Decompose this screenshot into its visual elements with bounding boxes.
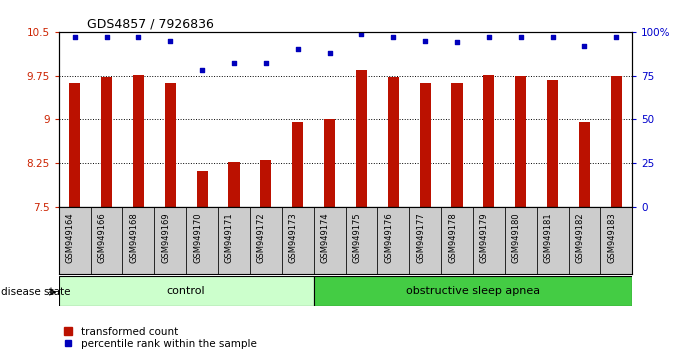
Text: GSM949175: GSM949175 [352, 212, 361, 263]
Bar [451, 83, 462, 207]
Text: GSM949173: GSM949173 [289, 212, 298, 263]
Text: GSM949174: GSM949174 [321, 212, 330, 263]
Point [261, 61, 272, 66]
Bar [409, 207, 441, 274]
Point [356, 31, 367, 36]
Bar [59, 207, 91, 274]
Text: GSM949176: GSM949176 [384, 212, 393, 263]
Bar [91, 207, 122, 274]
Bar [547, 80, 558, 207]
Bar [537, 207, 569, 274]
Point [69, 34, 80, 40]
Bar [154, 207, 186, 274]
Text: GSM949178: GSM949178 [448, 212, 457, 263]
Point [292, 47, 303, 52]
Bar [261, 160, 272, 207]
Bar [282, 207, 314, 274]
Bar [473, 207, 505, 274]
Bar [292, 122, 303, 207]
Bar [250, 207, 282, 274]
Text: GSM949180: GSM949180 [512, 212, 521, 263]
Bar [483, 75, 495, 207]
Text: disease state: disease state [1, 287, 71, 297]
Bar [441, 207, 473, 274]
Bar [314, 207, 346, 274]
Text: GSM949166: GSM949166 [97, 212, 106, 263]
Point [547, 34, 558, 40]
Bar [388, 78, 399, 207]
Bar [419, 83, 430, 207]
Text: control: control [167, 286, 205, 296]
Bar [122, 207, 154, 274]
Point [388, 34, 399, 40]
Text: GSM949172: GSM949172 [257, 212, 266, 263]
Text: GSM949168: GSM949168 [129, 212, 138, 263]
Bar [314, 276, 632, 306]
Bar [505, 207, 537, 274]
Legend: transformed count, percentile rank within the sample: transformed count, percentile rank withi… [64, 327, 256, 349]
Bar [611, 76, 622, 207]
Point [229, 61, 240, 66]
Text: GSM949181: GSM949181 [544, 212, 553, 263]
Point [164, 38, 176, 44]
Point [451, 40, 462, 45]
Text: GSM949170: GSM949170 [193, 212, 202, 263]
Bar [346, 207, 377, 274]
Bar [377, 207, 409, 274]
Bar [579, 122, 590, 207]
Point [324, 50, 335, 56]
Bar [164, 83, 176, 207]
Bar [69, 83, 80, 207]
Bar [515, 76, 527, 207]
Text: GSM949171: GSM949171 [225, 212, 234, 263]
Bar [324, 119, 335, 207]
Bar [356, 70, 367, 207]
Point [101, 34, 112, 40]
Point [133, 34, 144, 40]
Point [483, 34, 494, 40]
Bar [101, 78, 112, 207]
Bar [133, 75, 144, 207]
Point [419, 38, 430, 44]
Bar [186, 207, 218, 274]
Text: GSM949169: GSM949169 [161, 212, 170, 263]
Text: GSM949183: GSM949183 [607, 212, 616, 263]
Text: GSM949179: GSM949179 [480, 212, 489, 263]
Bar [600, 207, 632, 274]
Bar [569, 207, 600, 274]
Point [196, 68, 207, 73]
Bar [59, 276, 314, 306]
Bar [196, 171, 208, 207]
Bar [229, 161, 240, 207]
Text: GSM949177: GSM949177 [416, 212, 425, 263]
Point [611, 34, 622, 40]
Text: GSM949164: GSM949164 [66, 212, 75, 263]
Text: GSM949182: GSM949182 [576, 212, 585, 263]
Point [515, 34, 527, 40]
Point [579, 43, 590, 49]
Text: obstructive sleep apnea: obstructive sleep apnea [406, 286, 540, 296]
Bar [218, 207, 250, 274]
Text: GDS4857 / 7926836: GDS4857 / 7926836 [87, 18, 214, 31]
